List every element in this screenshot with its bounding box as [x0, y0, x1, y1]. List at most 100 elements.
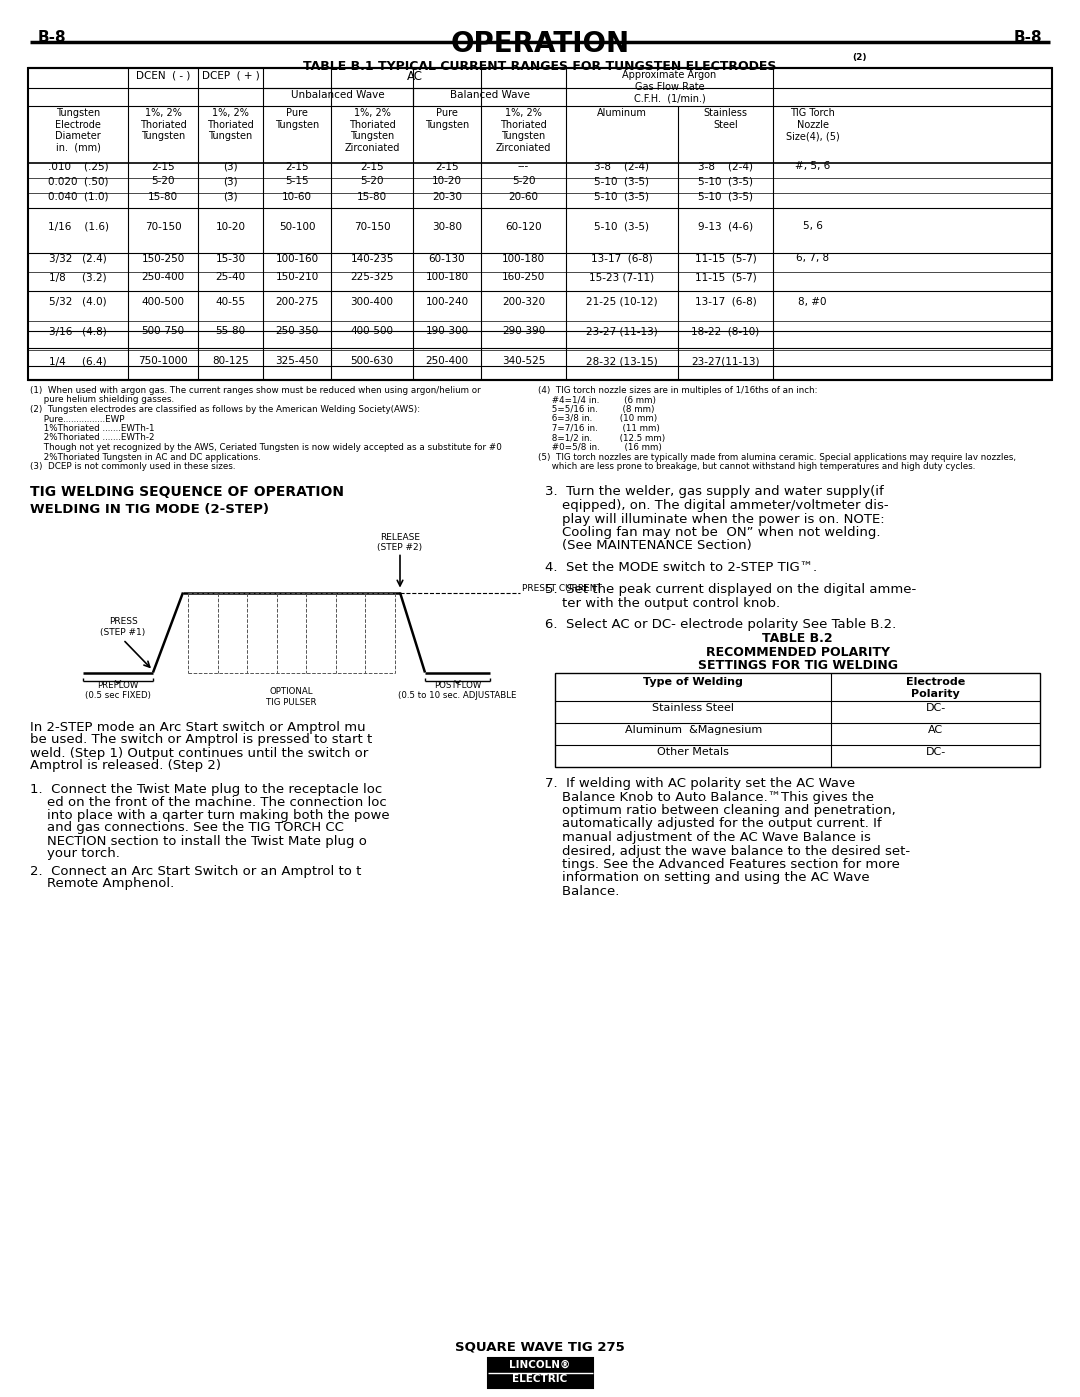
- Text: 15-30: 15-30: [215, 253, 245, 264]
- Text: be used. The switch or Amptrol is pressed to start t: be used. The switch or Amptrol is presse…: [30, 733, 373, 746]
- Text: #, 5, 6: #, 5, 6: [795, 162, 831, 172]
- Text: 400-500: 400-500: [141, 296, 185, 307]
- Text: DCEP  ( + ): DCEP ( + ): [202, 70, 259, 80]
- Text: 60-130: 60-130: [429, 253, 465, 264]
- Text: 6, 7, 8: 6, 7, 8: [796, 253, 829, 264]
- Text: (3)  DCEP is not commonly used in these sizes.: (3) DCEP is not commonly used in these s…: [30, 462, 235, 471]
- Text: 9-13  (4-6): 9-13 (4-6): [698, 222, 753, 232]
- Text: 160-250: 160-250: [502, 272, 545, 282]
- Text: #4=1/4 in.         (6 mm): #4=1/4 in. (6 mm): [538, 395, 656, 405]
- Text: 15-23 (7-11): 15-23 (7-11): [590, 272, 654, 282]
- Text: 2-15: 2-15: [151, 162, 175, 172]
- Text: 2-15: 2-15: [285, 162, 309, 172]
- Text: 290-390: 290-390: [502, 327, 545, 337]
- Text: TIG Torch
Nozzle
Size(4), (5): TIG Torch Nozzle Size(4), (5): [785, 108, 839, 141]
- Text: 5/32   (4.0): 5/32 (4.0): [50, 296, 107, 307]
- Text: 500-750: 500-750: [141, 327, 185, 337]
- Text: 5-20: 5-20: [361, 176, 383, 187]
- Text: 11-15  (5-7): 11-15 (5-7): [694, 272, 756, 282]
- Text: 3-8    (2-4): 3-8 (2-4): [594, 162, 649, 172]
- Text: play will illuminate when the power is on. NOTE:: play will illuminate when the power is o…: [545, 513, 885, 525]
- Text: (3): (3): [224, 191, 238, 201]
- Text: automatically adjusted for the output current. If: automatically adjusted for the output cu…: [545, 817, 881, 830]
- Text: 10-20: 10-20: [432, 176, 462, 187]
- Text: Electrode
Polarity: Electrode Polarity: [906, 678, 966, 698]
- Text: 5-15: 5-15: [285, 176, 309, 187]
- Text: 10-20: 10-20: [216, 222, 245, 232]
- Text: ---: ---: [518, 162, 529, 172]
- Text: 30-80: 30-80: [432, 222, 462, 232]
- Text: LINCOLN®: LINCOLN®: [510, 1361, 570, 1370]
- Text: Though not yet recognized by the AWS, Ceriated Tungsten is now widely accepted a: Though not yet recognized by the AWS, Ce…: [30, 443, 502, 453]
- Text: Balance Knob to Auto Balance.™This gives the: Balance Knob to Auto Balance.™This gives…: [545, 791, 874, 803]
- Text: 1/4     (6.4): 1/4 (6.4): [50, 356, 107, 366]
- Text: (3): (3): [224, 162, 238, 172]
- Text: 55-80: 55-80: [215, 327, 245, 337]
- Text: OPTIONAL
TIG PULSER: OPTIONAL TIG PULSER: [267, 687, 316, 707]
- Text: PRESS
(STEP #1): PRESS (STEP #1): [100, 617, 146, 637]
- Text: 225-325: 225-325: [350, 272, 394, 282]
- Text: Stainless Steel: Stainless Steel: [652, 703, 734, 712]
- Text: Balanced Wave: Balanced Wave: [449, 89, 529, 101]
- Text: 3/32   (2.4): 3/32 (2.4): [49, 253, 107, 264]
- Text: 100-180: 100-180: [502, 253, 545, 264]
- Text: (4)  TIG torch nozzle sizes are in multiples of 1/16ths of an inch:: (4) TIG torch nozzle sizes are in multip…: [538, 386, 818, 395]
- Text: ed on the front of the machine. The connection loc: ed on the front of the machine. The conn…: [30, 795, 387, 809]
- Text: 250-400: 250-400: [426, 356, 469, 366]
- Text: Pure
Tungsten: Pure Tungsten: [275, 108, 319, 130]
- Text: 150-210: 150-210: [275, 272, 319, 282]
- Text: 150-250: 150-250: [141, 253, 185, 264]
- Text: 6=3/8 in.          (10 mm): 6=3/8 in. (10 mm): [538, 415, 658, 423]
- Text: 0.040  (1.0): 0.040 (1.0): [48, 191, 108, 201]
- Text: Pure
Tungsten: Pure Tungsten: [424, 108, 469, 130]
- Text: OPERATION: OPERATION: [450, 29, 630, 59]
- Text: (5)  TIG torch nozzles are typically made from alumina ceramic. Special applicat: (5) TIG torch nozzles are typically made…: [538, 453, 1016, 461]
- Text: which are less prone to breakage, but cannot withstand high temperatures and hig: which are less prone to breakage, but ca…: [538, 462, 975, 471]
- Text: 300-400: 300-400: [351, 296, 393, 307]
- Text: 5, 6: 5, 6: [802, 222, 823, 232]
- Text: 13-17  (6-8): 13-17 (6-8): [694, 296, 756, 307]
- Text: 5-10  (3-5): 5-10 (3-5): [698, 176, 753, 187]
- Text: eqipped), on. The digital ammeter/voltmeter dis-: eqipped), on. The digital ammeter/voltme…: [545, 499, 889, 511]
- Text: DC-: DC-: [926, 703, 946, 712]
- Text: and gas connections. See the TIG TORCH CC: and gas connections. See the TIG TORCH C…: [30, 821, 343, 834]
- Text: 250-350: 250-350: [275, 327, 319, 337]
- Text: ter with the output control knob.: ter with the output control knob.: [545, 597, 780, 609]
- Bar: [28, 68, 1052, 380]
- Text: Balance.: Balance.: [545, 886, 619, 898]
- Text: Amptrol is released. (Step 2): Amptrol is released. (Step 2): [30, 760, 221, 773]
- Text: 1%Thoriated .......EWTh-1: 1%Thoriated .......EWTh-1: [30, 425, 154, 433]
- Text: B-8: B-8: [1013, 29, 1042, 45]
- Text: 21-25 (10-12): 21-25 (10-12): [586, 296, 658, 307]
- Text: (2): (2): [852, 53, 866, 61]
- Text: .010    (.25): .010 (.25): [48, 162, 108, 172]
- Text: 100-240: 100-240: [426, 296, 469, 307]
- Text: 4.  Set the MODE switch to 2-STEP TIG™.: 4. Set the MODE switch to 2-STEP TIG™.: [545, 562, 818, 574]
- Text: 8, #0: 8, #0: [798, 296, 827, 307]
- Text: 5=5/16 in.         (8 mm): 5=5/16 in. (8 mm): [538, 405, 654, 414]
- Text: DCEN  ( - ): DCEN ( - ): [136, 70, 190, 80]
- Text: Aluminum: Aluminum: [597, 108, 647, 117]
- Text: 325-450: 325-450: [275, 356, 319, 366]
- Text: 5-10  (3-5): 5-10 (3-5): [594, 191, 649, 201]
- Text: 25-40: 25-40: [215, 272, 245, 282]
- Text: Aluminum  &Magnesium: Aluminum &Magnesium: [624, 725, 761, 735]
- Text: 1.  Connect the Twist Mate plug to the receptacle loc: 1. Connect the Twist Mate plug to the re…: [30, 782, 382, 795]
- Text: 2.  Connect an Arc Start Switch or an Amptrol to t: 2. Connect an Arc Start Switch or an Amp…: [30, 865, 362, 877]
- Text: 2-15: 2-15: [435, 162, 459, 172]
- Text: SETTINGS FOR TIG WELDING: SETTINGS FOR TIG WELDING: [698, 659, 897, 672]
- Text: 5-10  (3-5): 5-10 (3-5): [594, 176, 649, 187]
- Text: 15-80: 15-80: [148, 191, 178, 201]
- Text: 80-125: 80-125: [212, 356, 248, 366]
- Text: 3.  Turn the welder, gas supply and water supply(if: 3. Turn the welder, gas supply and water…: [545, 486, 883, 499]
- Bar: [487, 1358, 593, 1389]
- Text: DC-: DC-: [926, 747, 946, 757]
- Text: 1%, 2%
Thoriated
Tungsten: 1%, 2% Thoriated Tungsten: [139, 108, 187, 141]
- Text: desired, adjust the wave balance to the desired set-: desired, adjust the wave balance to the …: [545, 845, 910, 858]
- Text: (See MAINTENANCE Section): (See MAINTENANCE Section): [545, 539, 752, 552]
- Text: your torch.: your torch.: [30, 848, 120, 861]
- Text: 11-15  (5-7): 11-15 (5-7): [694, 253, 756, 264]
- Text: 1%, 2%
Thoriated
Tungsten
Zirconiated: 1%, 2% Thoriated Tungsten Zirconiated: [345, 108, 400, 152]
- Text: Pure................EWP: Pure................EWP: [30, 415, 124, 423]
- Text: (3): (3): [224, 176, 238, 187]
